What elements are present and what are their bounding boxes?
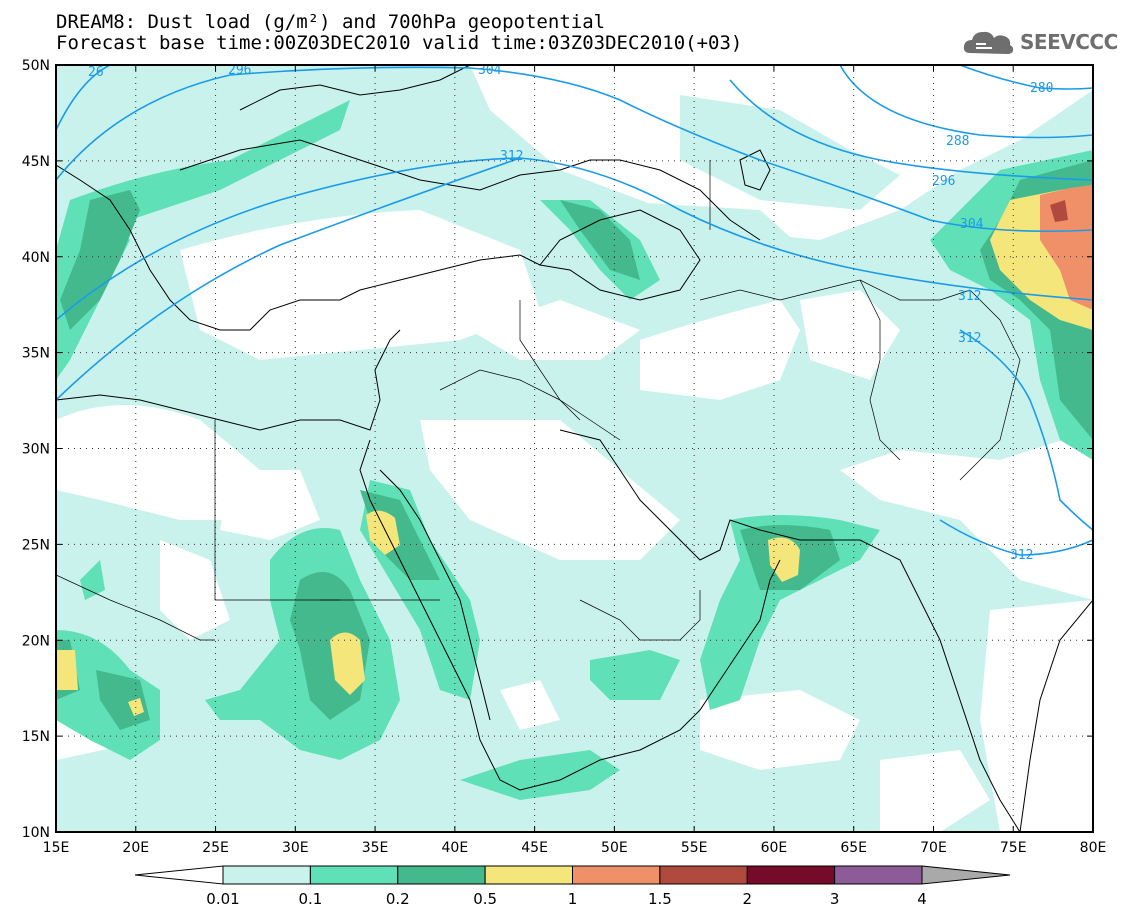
colorbar-label: 0.2 bbox=[386, 890, 410, 908]
dust-level-extreme bbox=[1040, 185, 1093, 310]
colorbar-swatch bbox=[484, 865, 573, 885]
lon-tick-label: 65E bbox=[840, 840, 867, 856]
logo-text: SEEVCCC bbox=[1020, 30, 1118, 54]
lon-tick-label: 15E bbox=[43, 840, 70, 856]
lon-tick-label: 40E bbox=[442, 840, 469, 856]
contour-labels: 26 296 304 312 280 288 296 304 312 312 3… bbox=[88, 63, 1053, 563]
colorbar-swatch bbox=[222, 865, 311, 885]
contour-line bbox=[56, 157, 1093, 321]
colorbar-label: 2 bbox=[742, 890, 752, 908]
lon-tick-label: 80E bbox=[1080, 840, 1107, 856]
forecast-time-label: Forecast base time:00Z03DEC2010 valid ti… bbox=[56, 32, 743, 54]
lat-tick-label: 30N bbox=[22, 442, 50, 458]
lat-tick-label: 35N bbox=[22, 346, 50, 362]
contour-line bbox=[56, 65, 111, 131]
contour-label: 312 bbox=[958, 289, 981, 304]
axis-ticks: 15E 20E 25E 30E 35E 40E 45E 50E 55E 60E 65E 70E 75E 8… bbox=[22, 58, 1107, 856]
contour-line bbox=[939, 519, 1093, 556]
lat-tick-label: 10N bbox=[22, 825, 50, 841]
lon-tick-label: 25E bbox=[202, 840, 229, 856]
lat-tick-label: 20N bbox=[22, 633, 50, 649]
map-title: DREAM8: Dust load (g/m²) and 700hPa geop… bbox=[56, 11, 606, 33]
contour-label: 280 bbox=[1030, 81, 1053, 96]
lat-tick-label: 25N bbox=[22, 537, 50, 553]
lon-tick-label: 75E bbox=[1000, 840, 1027, 856]
contour-line bbox=[729, 79, 1093, 181]
lon-tick-label: 60E bbox=[761, 840, 788, 856]
contour-label: 296 bbox=[932, 174, 955, 189]
contour-label: 304 bbox=[960, 217, 984, 232]
colorbar-label: 3 bbox=[830, 890, 840, 908]
contour-line bbox=[56, 157, 521, 401]
coastlines bbox=[56, 65, 1093, 832]
colorbar-swatch bbox=[397, 865, 486, 885]
contour-line bbox=[56, 66, 1093, 233]
colorbar-label: 1.5 bbox=[648, 890, 672, 908]
lat-tick-label: 40N bbox=[22, 250, 50, 266]
colorbar-high-arrow bbox=[921, 865, 1011, 885]
contour-label: 288 bbox=[946, 134, 969, 149]
contour-label: 312 bbox=[958, 331, 981, 346]
colorbar-label: 4 bbox=[917, 890, 927, 908]
lon-tick-label: 55E bbox=[681, 840, 708, 856]
contour-label: 296 bbox=[228, 63, 251, 78]
lon-tick-label: 50E bbox=[601, 840, 628, 856]
contour-label: 312 bbox=[1010, 548, 1033, 563]
seevccc-logo: SEEVCCC bbox=[962, 24, 1118, 60]
colorbar-swatch bbox=[659, 865, 748, 885]
clear-areas bbox=[56, 210, 1093, 832]
contour-line bbox=[959, 65, 1093, 90]
cloud-icon bbox=[963, 31, 1014, 54]
map-frame bbox=[55, 64, 1094, 833]
gridlines bbox=[56, 65, 1093, 832]
contour-line bbox=[839, 65, 1093, 139]
colorbar-swatch bbox=[834, 865, 923, 885]
dust-field bbox=[56, 65, 1093, 832]
lon-tick-label: 45E bbox=[521, 840, 548, 856]
lat-tick-label: 45N bbox=[22, 154, 50, 170]
colorbar-label: 0.1 bbox=[298, 890, 322, 908]
lon-tick-label: 20E bbox=[122, 840, 149, 856]
geopotential-contours bbox=[56, 65, 1093, 556]
colorbar-low-arrow bbox=[134, 865, 224, 885]
colorbar-swatch bbox=[572, 865, 661, 885]
contour-label: 26 bbox=[88, 65, 104, 80]
colorbar: 0.01 0.1 0.2 0.5 1 1.5 2 3 4 bbox=[134, 865, 1011, 908]
lon-tick-label: 70E bbox=[920, 840, 947, 856]
dust-level-max bbox=[1050, 200, 1068, 222]
lon-tick-label: 35E bbox=[362, 840, 389, 856]
colorbar-label: 0.01 bbox=[206, 890, 239, 908]
lon-tick-label: 30E bbox=[282, 840, 309, 856]
contour-label: 312 bbox=[500, 149, 523, 164]
lat-tick-label: 15N bbox=[22, 729, 50, 745]
colorbar-swatch bbox=[309, 865, 399, 885]
lat-tick-label: 50N bbox=[22, 58, 50, 74]
colorbar-label: 0.5 bbox=[473, 890, 497, 908]
colorbar-label: 1 bbox=[568, 890, 578, 908]
contour-label: 304 bbox=[478, 63, 502, 78]
colorbar-swatch bbox=[746, 865, 836, 885]
contour-line bbox=[959, 329, 1093, 531]
